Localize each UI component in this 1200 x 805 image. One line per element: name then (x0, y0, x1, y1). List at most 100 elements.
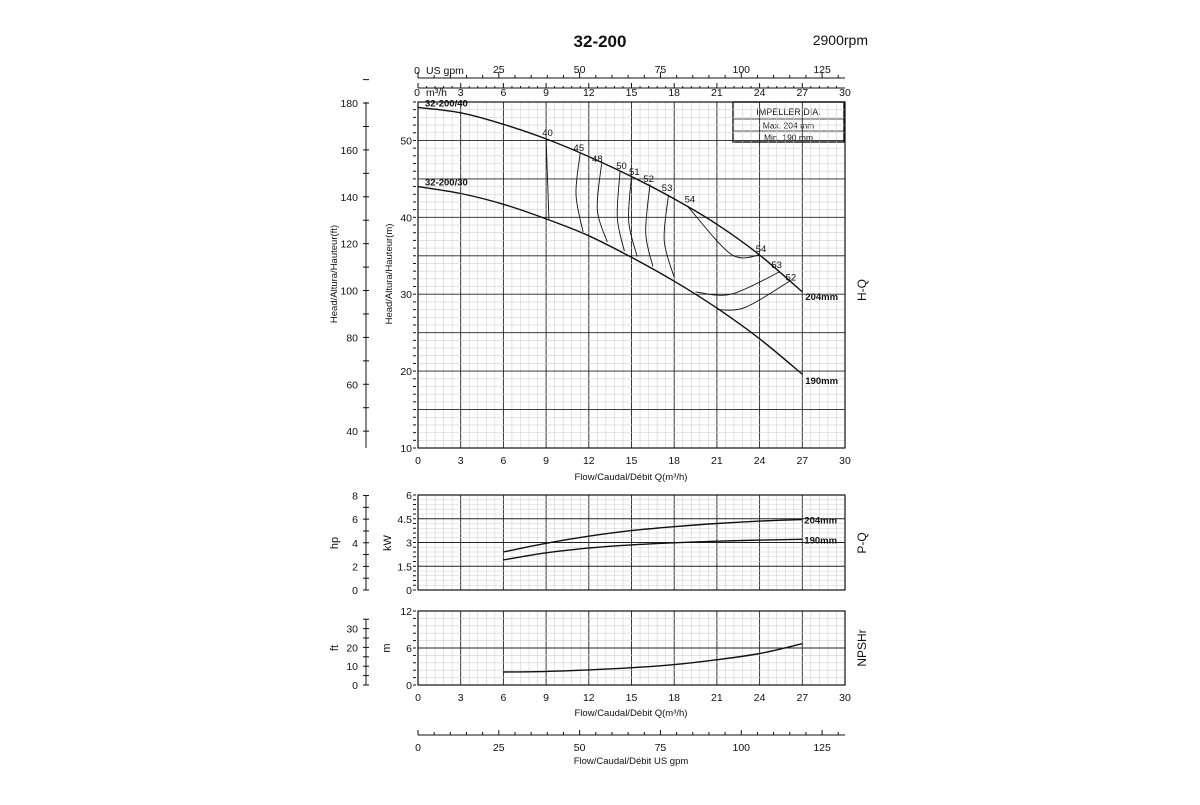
npsh-m-tick-label: 6 (406, 643, 412, 655)
flow-tick-label-npsh: 24 (754, 692, 766, 704)
efficiency-curve (695, 271, 780, 296)
efficiency-label: 52 (643, 174, 654, 185)
npsh-curve (503, 643, 803, 673)
bottom-usgpm-tick-label: 50 (574, 742, 586, 754)
top-m3h-zero-label: 0 (414, 87, 420, 99)
flow-tick-label-npsh: 6 (500, 692, 506, 704)
kw-tick-label: 1.5 (397, 561, 412, 573)
bottom-usgpm-tick-label: 100 (733, 742, 751, 754)
bottom-usgpm-tick-label: 125 (813, 742, 831, 754)
efficiency-label: 51 (629, 167, 640, 178)
npsh-ft-tick-label: 30 (346, 624, 358, 636)
kw-tick-label: 3 (406, 538, 412, 550)
head-ft-tick-label: 100 (340, 286, 358, 298)
npsh-ft-axis-title: ft (329, 645, 341, 651)
side-label-hq: H-Q (855, 279, 869, 301)
npsh-ft-tick-label: 0 (352, 680, 358, 692)
head-m-tick-label: 30 (400, 289, 412, 301)
pq-curve-end-label: 204mm (804, 516, 837, 527)
top-m3h-tick-label: 6 (500, 87, 506, 99)
flow-axis-title-usgpm: Flow/Caudal/Débit US gpm (574, 756, 689, 767)
head-m-tick-label: 50 (400, 135, 412, 147)
top-m3h-tick-label: 9 (543, 87, 549, 99)
bottom-usgpm-tick-label: 75 (655, 742, 667, 754)
head-ft-tick-label: 180 (340, 98, 358, 110)
head-m-tick-label: 20 (400, 366, 412, 378)
head-ft-tick-label: 60 (346, 379, 358, 391)
hq-curve-190mm (417, 185, 803, 375)
head-ft-tick-label: 80 (346, 332, 358, 344)
flow-axis-title-npsh: Flow/Caudal/Débit Q(m³/h) (575, 708, 688, 719)
impeller-box-min: Min. 190 mm (764, 133, 813, 143)
flow-tick-label-main: 27 (796, 455, 808, 467)
flow-axis-title-main: Flow/Caudal/Débit Q(m³/h) (575, 472, 688, 483)
pq-curve-204mm (503, 518, 803, 553)
head-ft-tick-label: 40 (346, 426, 358, 438)
npsh-grid (417, 610, 846, 686)
flow-tick-label-main: 30 (839, 455, 851, 467)
efficiency-curve (596, 163, 608, 243)
flow-tick-label-main: 0 (415, 455, 421, 467)
side-label-pq: P-Q (855, 532, 869, 553)
hq-frame (417, 101, 846, 449)
npsh-frame (417, 610, 846, 686)
top-m3h-tick-label: 30 (839, 87, 851, 99)
side-label-npsh: NPSHr (855, 629, 869, 666)
flow-tick-label-main: 12 (583, 455, 595, 467)
pq-curve-end-label: 190mm (804, 535, 837, 546)
top-m3h-tick-label: 27 (796, 87, 808, 99)
kw-tick-label: 4.5 (397, 514, 412, 526)
bottom-usgpm-tick-label: 25 (493, 742, 505, 754)
hp-tick-label: 4 (352, 538, 358, 550)
hp-axis-title: hp (329, 537, 341, 549)
top-usgpm-zero-label: 0 (414, 65, 420, 77)
npsh-ft-tick-label: 10 (346, 661, 358, 673)
top-usgpm-tick-label: 100 (733, 64, 751, 76)
efficiency-label: 52 (786, 272, 797, 283)
flow-tick-label-npsh: 21 (711, 692, 723, 704)
efficiency-curve (663, 194, 675, 278)
efficiency-label: 54 (685, 195, 696, 206)
flow-tick-label-npsh: 18 (668, 692, 680, 704)
pq-grid (417, 494, 846, 591)
head-ft-tick-label: 120 (340, 239, 358, 251)
flow-tick-label-npsh: 3 (458, 692, 464, 704)
head-ft-tick-label: 160 (340, 145, 358, 157)
hq-curve-end-label: 190mm (805, 376, 838, 387)
hq-curve-204mm (417, 106, 803, 293)
top-m3h-unit-label: m³/h (426, 87, 447, 99)
impeller-box-title: IMPELLER DIA. (756, 107, 821, 117)
hq-curve-model-label: 32-200/30 (425, 178, 468, 189)
flow-tick-label-main: 9 (543, 455, 549, 467)
flow-tick-label-npsh: 27 (796, 692, 808, 704)
kw-axis-title: kW (382, 534, 394, 551)
flow-tick-label-main: 24 (754, 455, 766, 467)
flow-tick-label-npsh: 9 (543, 692, 549, 704)
flow-tick-label-main: 18 (668, 455, 680, 467)
efficiency-label: 40 (542, 128, 553, 139)
flow-tick-label-npsh: 12 (583, 692, 595, 704)
flow-tick-label-npsh: 0 (415, 692, 421, 704)
top-m3h-tick-label: 24 (754, 87, 766, 99)
efficiency-label: 50 (616, 161, 627, 172)
flow-tick-label-main: 15 (626, 455, 638, 467)
efficiency-curve (628, 176, 638, 257)
speed-label: 2900rpm (813, 32, 868, 48)
flow-tick-label-npsh: 15 (626, 692, 638, 704)
head-m-tick-label: 10 (400, 443, 412, 455)
kw-tick-label: 6 (406, 490, 412, 502)
impeller-box-max: Max. 204 mm (763, 121, 815, 131)
bottom-usgpm-tick-label: 0 (415, 742, 421, 754)
top-usgpm-tick-label: 75 (655, 64, 667, 76)
efficiency-curve (716, 280, 792, 311)
head-ft-tick-label: 140 (340, 192, 358, 204)
efficiency-label: 48 (592, 154, 603, 165)
npsh-ft-tick-label: 20 (346, 642, 358, 654)
flow-tick-label-main: 6 (500, 455, 506, 467)
top-m3h-tick-label: 21 (711, 87, 723, 99)
impeller-dia-box: IMPELLER DIA. Max. 204 mm Min. 190 mm (732, 101, 845, 143)
efficiency-label: 53 (662, 183, 673, 194)
